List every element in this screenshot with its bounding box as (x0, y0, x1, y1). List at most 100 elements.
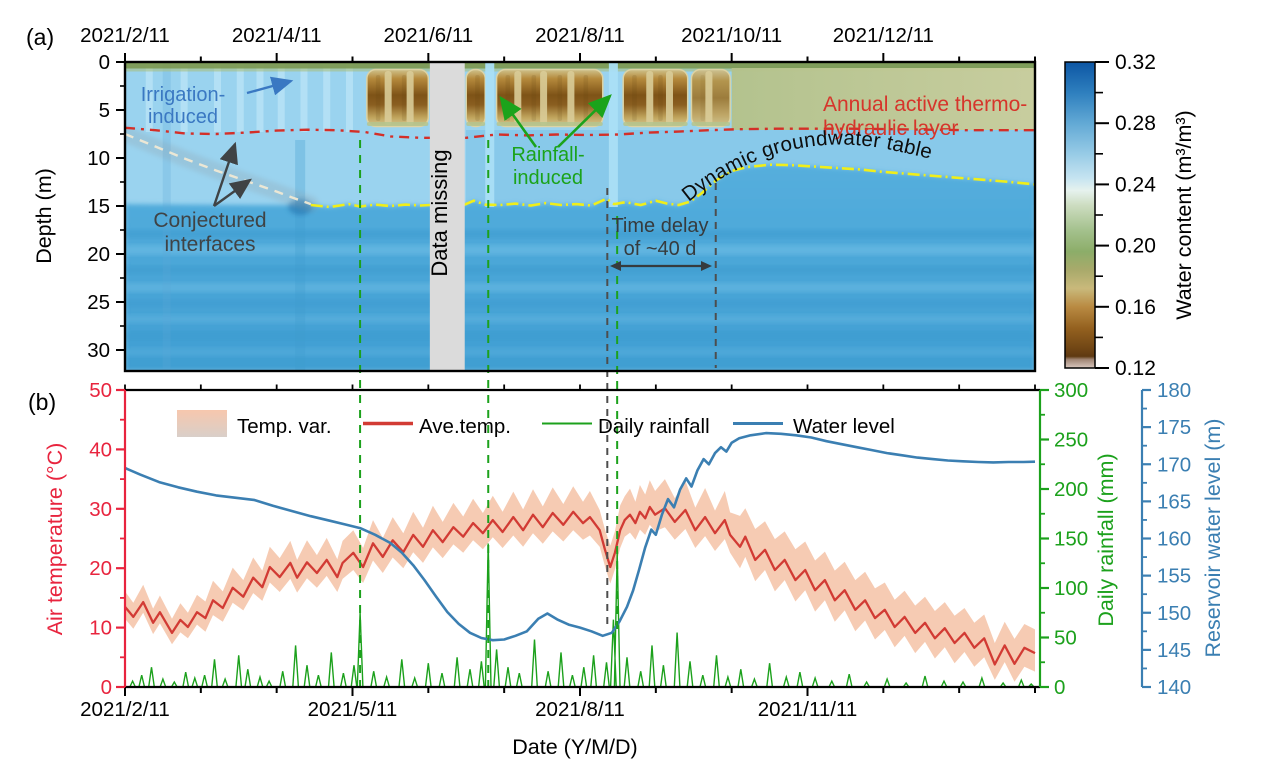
heatmap-layer (125, 62, 1035, 371)
dry-soil-green-rim (496, 122, 603, 126)
panel-a-x-tick-label: 2021/12/11 (833, 24, 934, 47)
heat-wet-streak-faint (277, 63, 285, 132)
dry-soil-green-rim (623, 122, 688, 126)
water-level-tick-label: 180 (1157, 379, 1191, 402)
heat-horizontal-band (125, 283, 1035, 292)
depth-axis-title: Depth (m) (32, 168, 56, 264)
temperature-tick-label: 40 (89, 438, 112, 461)
rainfall-tick-label: 100 (1054, 577, 1088, 600)
dry-soil-striation (583, 75, 589, 121)
legend-label-water-level: Water level (793, 415, 895, 438)
colorbar-tick-label: 0.24 (1115, 173, 1156, 196)
colorbar (1064, 61, 1096, 369)
water-level-tick-label: 145 (1157, 639, 1191, 662)
irrigation-annotation-line1: Irrigation- (141, 84, 225, 106)
colorbar-tick-label: 0.12 (1115, 357, 1156, 380)
timeseries-layer (125, 431, 1036, 687)
depth-tick-label: 30 (87, 339, 110, 362)
time-delay-label-line2: of ~40 d (624, 238, 697, 260)
dry-soil-gap-streak (384, 71, 392, 125)
water-level-tick-label: 155 (1157, 565, 1191, 588)
annotations-layer: (a) (b) Depth (m) Water content (m³/m³) … (26, 24, 1225, 759)
heat-surface-strip (125, 62, 1035, 69)
panel-b-x-tick-label: 2021/8/11 (535, 698, 625, 721)
water-level-tick-label: 175 (1157, 416, 1191, 439)
depth-tick-label: 20 (87, 243, 110, 266)
dry-soil-gap-streak (705, 71, 713, 125)
heat-wet-streak-faint (300, 63, 308, 132)
conjectured-interface-line (125, 132, 312, 206)
rainfall-annotation-line2: induced (513, 167, 583, 189)
dry-soil-striation (505, 75, 511, 121)
irrigation-annotation-line2: induced (148, 106, 218, 128)
average-temperature-series (125, 505, 1036, 666)
dry-soil-gap-streak (567, 71, 575, 125)
reference-lines-layer (359, 140, 717, 687)
panel-a-x-tick-label: 2021/8/11 (535, 24, 625, 47)
active-layer-line (125, 126, 1035, 140)
active-layer-annotation-line2: hydraulic layer (823, 117, 958, 140)
dry-soil-gap-streak (406, 71, 414, 125)
dry-soil-striation (401, 75, 407, 121)
depth-tick-label: 25 (87, 291, 110, 314)
panel-b-x-tick-label: 2021/5/11 (308, 698, 398, 721)
daily-rainfall-series (125, 543, 1035, 687)
water-level-tick-label: 160 (1157, 528, 1191, 551)
colorbar-tick-label: 0.16 (1115, 296, 1156, 319)
irrigation-arrow (246, 76, 294, 96)
panel-a-x-tick-label: 2021/2/11 (80, 24, 170, 47)
heat-dark-streak (295, 140, 306, 371)
dry-soil-gap-streak (665, 71, 673, 125)
heat-wet-streak-faint (256, 63, 264, 132)
dry-soil-gap-streak (540, 71, 548, 125)
legend-swatch-temp-var (177, 410, 227, 437)
heat-wet-streak-faint (145, 63, 153, 132)
water-level-tick-label: 165 (1157, 490, 1191, 513)
heat-wet-streak-faint (236, 63, 244, 132)
rainfall-axis-title: Daily rainfall (mm) (1094, 453, 1118, 626)
panel-a-frame (123, 60, 1037, 373)
dry-soil-striation (475, 75, 480, 121)
heat-horizontal-band (125, 332, 1035, 340)
dry-soil-green-rim (691, 122, 731, 126)
heat-horizontal-band (125, 230, 1035, 238)
conjectured-arrow-lower (213, 178, 252, 207)
panel-b-x-tick-label: 2021/11/11 (758, 698, 858, 721)
dry-soil-striation (531, 75, 537, 121)
heat-wet-streak-faint (214, 63, 222, 132)
water-level-axis-title: Reservoir water level (m) (1201, 419, 1225, 658)
time-delay-arrowhead-right (701, 261, 712, 271)
dry-soil-striation (700, 75, 705, 121)
panel-a-label: (a) (26, 24, 54, 50)
rainfall-tick-label: 150 (1054, 528, 1088, 551)
temperature-axis-title: Air temperature (°C) (43, 443, 67, 636)
dry-soil-green-rim (466, 122, 486, 126)
dry-soil-striation (375, 75, 381, 121)
temperature-tick-label: 20 (89, 557, 112, 580)
dry-soil-blob (465, 68, 486, 128)
heat-horizontal-band (125, 266, 1035, 274)
rainfall-annotation-line1: Rainfall- (511, 144, 584, 166)
rainfall-tick-label: 50 (1054, 627, 1077, 650)
heat-horizontal-band (125, 245, 1035, 255)
data-missing-band (429, 62, 465, 371)
water-level-series (125, 431, 1036, 642)
rainfall-tick-label: 0 (1054, 676, 1065, 699)
colorbar-tick-label: 0.28 (1115, 112, 1156, 135)
active-layer-annotation-line1: Annual active thermo- (823, 93, 1027, 116)
heat-horizontal-band (125, 315, 1035, 323)
dry-soil-green-rim (366, 122, 429, 126)
temperature-tick-label: 0 (101, 676, 112, 699)
depth-tick-label: 10 (87, 147, 110, 170)
water-level-tick-label: 150 (1157, 602, 1191, 625)
time-delay-arrowhead-left (610, 261, 621, 271)
heat-horizontal-band (125, 300, 1035, 307)
conjectured-annotation-line1: Conjectured (153, 209, 266, 232)
dry-soil-gap-streak (646, 71, 654, 125)
rainfall-tick-label: 250 (1054, 429, 1088, 452)
dry-soil-striation (632, 75, 637, 121)
depth-tick-label: 0 (99, 51, 110, 74)
rainfall-arrow-right (557, 94, 612, 148)
heat-horizontal-band (125, 348, 1035, 356)
